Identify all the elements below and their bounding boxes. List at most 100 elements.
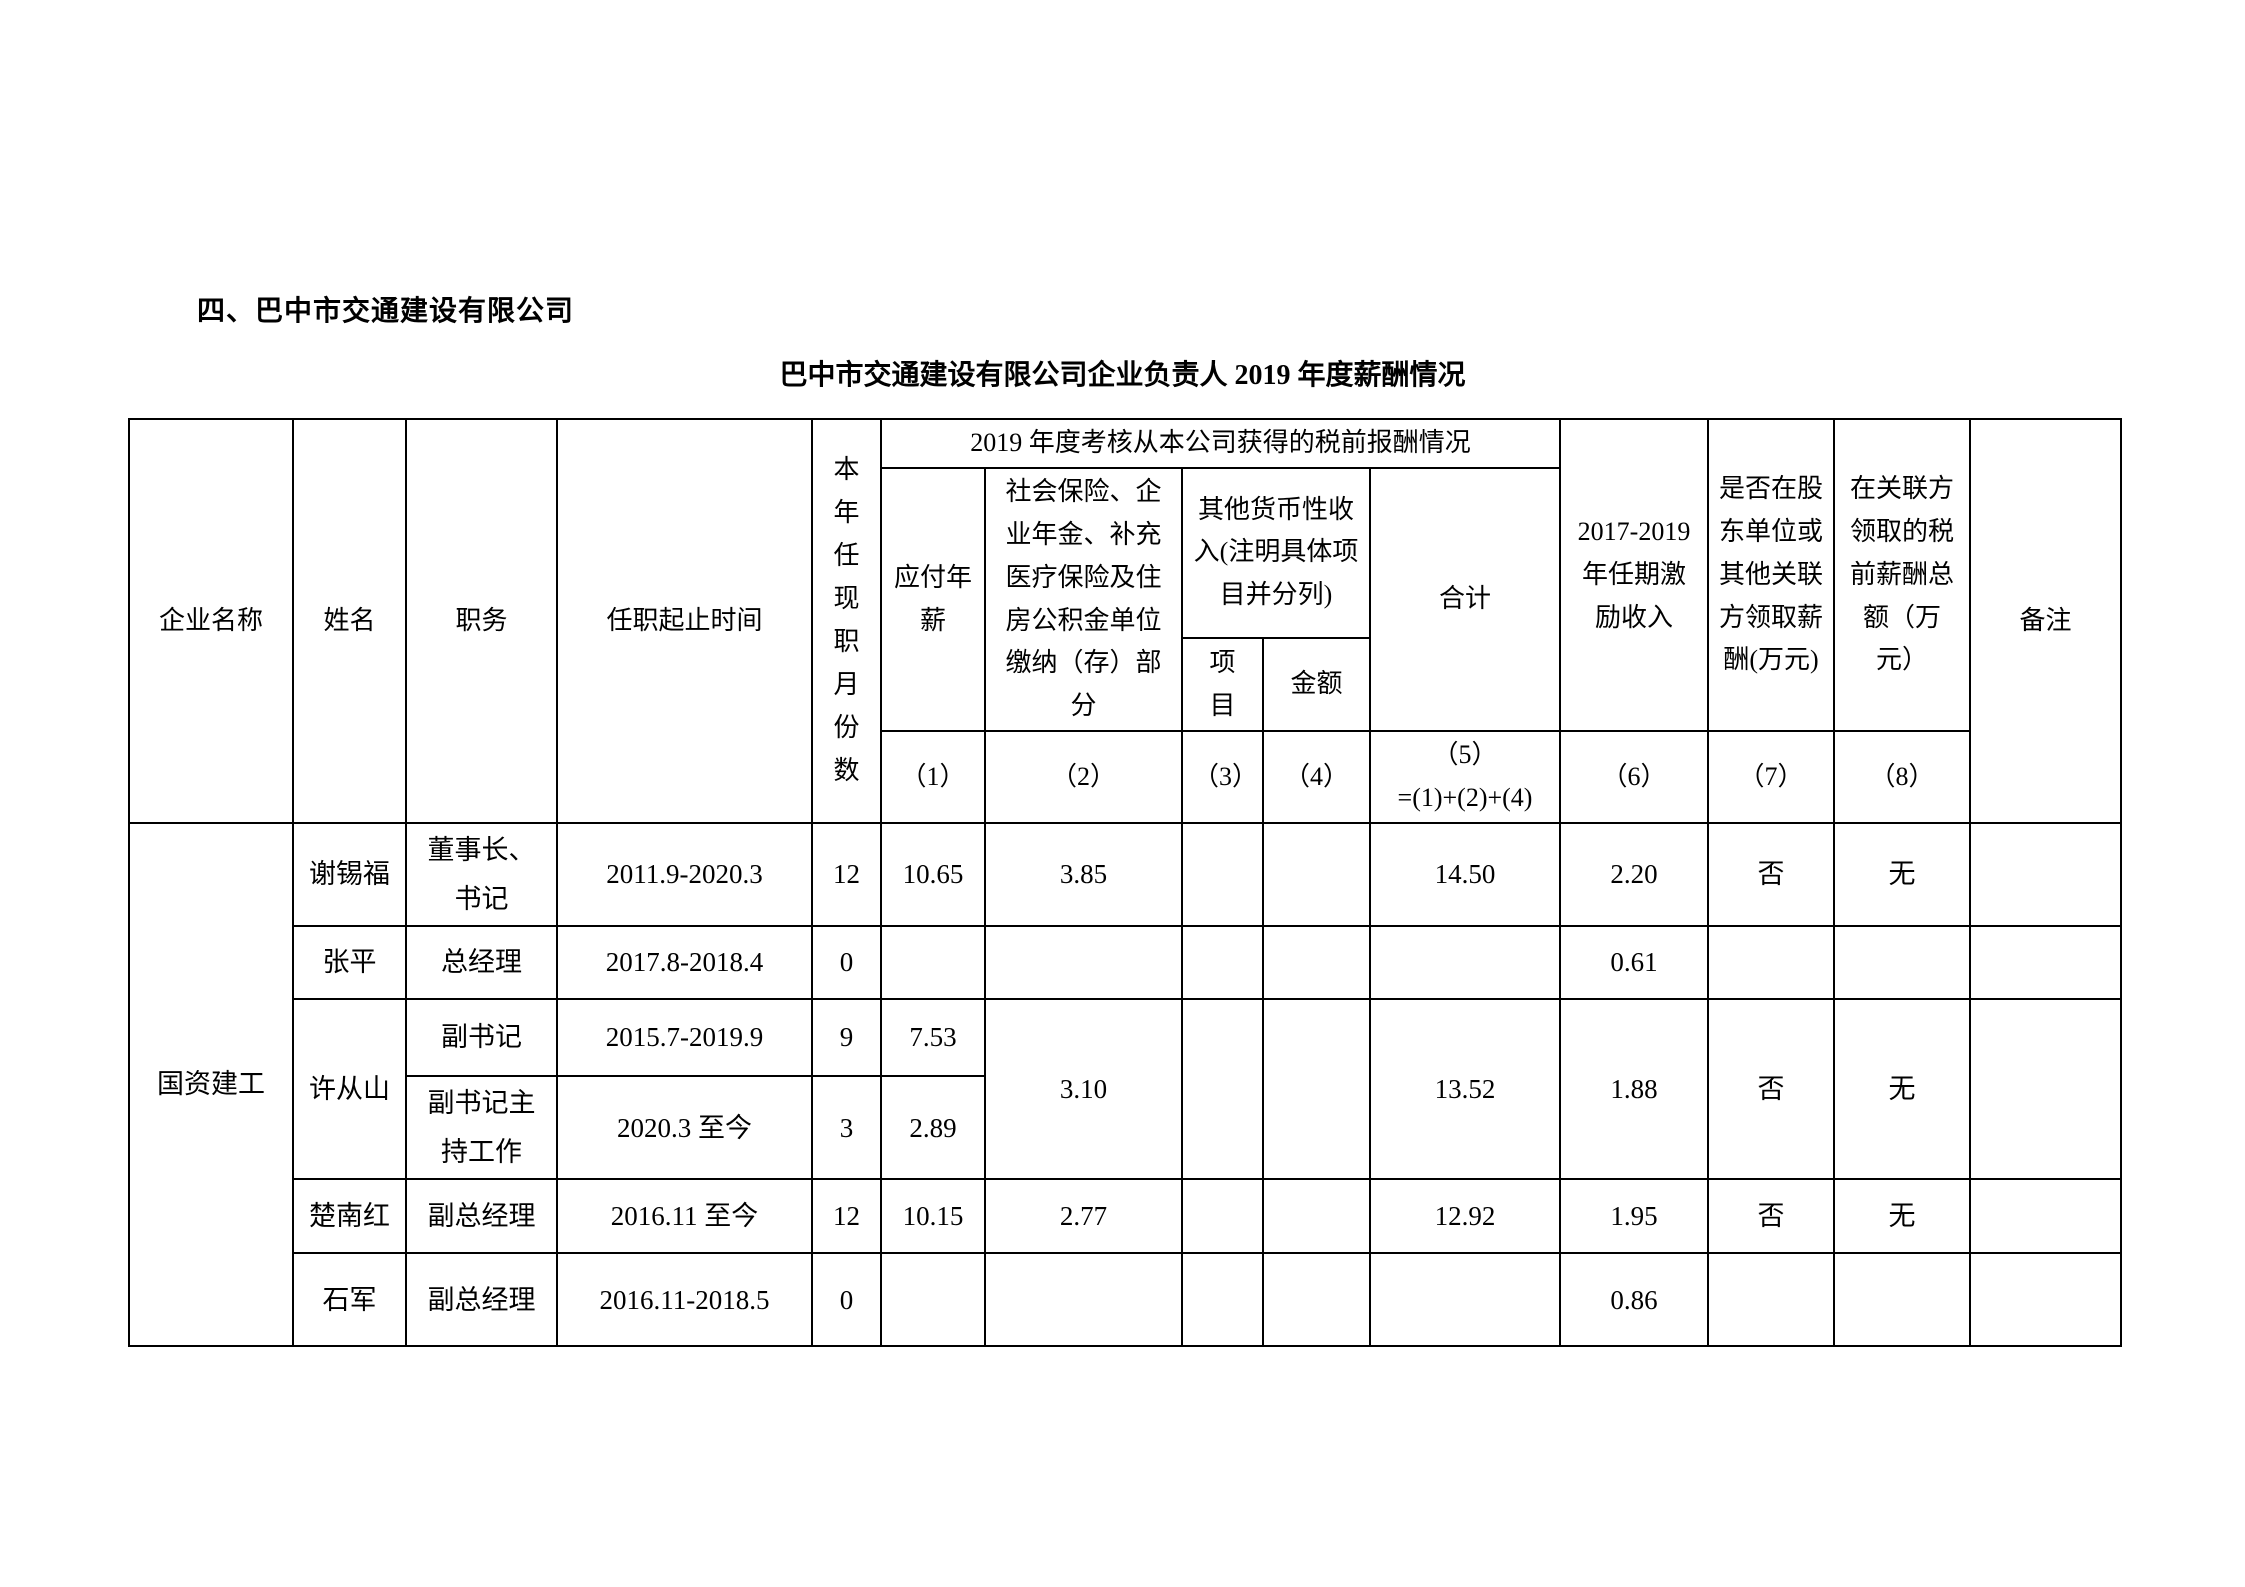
cell-incentive: 0.86 <box>1559 1252 1710 1348</box>
table-row: 张平 总经理 2017.8-2018.4 0 0.61 <box>129 925 2123 1001</box>
header-other-income: 其他货币性收入(注明具体项目并分列) <box>1181 466 1371 639</box>
header-insurance: 社会保险、企业年金、补充医疗保险及住房公积金单位缴纳（存）部分 <box>984 466 1183 733</box>
cell-incentive: 1.95 <box>1559 1178 1710 1255</box>
cell-shareholder <box>1707 925 1836 1001</box>
cell-insurance <box>984 1252 1183 1348</box>
cell-insurance <box>984 925 1183 1001</box>
cell-term: 2017.8-2018.4 <box>556 925 813 1001</box>
cell-salary: 10.15 <box>880 1178 986 1255</box>
header-position: 职务 <box>405 417 558 825</box>
cell-shareholder: 否 <box>1707 998 1836 1181</box>
cell-name: 石军 <box>292 1252 407 1348</box>
cell-position: 副总经理 <box>405 1178 558 1255</box>
cell-shareholder: 否 <box>1707 1178 1836 1255</box>
section-heading: 四、巴中市交通建设有限公司 <box>197 296 575 327</box>
header-company: 企业名称 <box>128 417 294 825</box>
cell-position: 副总经理 <box>405 1252 558 1348</box>
cell-amount <box>1262 998 1371 1181</box>
cell-salary <box>880 925 986 1001</box>
header-related-pay-total: 在关联方领取的税前薪酬总额（万元） <box>1833 417 1972 733</box>
cell-insurance: 3.10 <box>984 998 1183 1181</box>
cell-months: 12 <box>811 822 882 928</box>
cell-company: 国资建工 <box>128 822 294 1348</box>
cell-months: 12 <box>811 1178 882 1255</box>
header-item: 项目 <box>1181 636 1264 733</box>
cell-related: 无 <box>1833 822 1972 928</box>
cell-amount <box>1262 1178 1371 1255</box>
header-row-sub1: 应付年薪 社会保险、企业年金、补充医疗保险及住房公积金单位缴纳（存）部分 其他货… <box>129 466 2121 733</box>
header-num4: （4） <box>1262 730 1371 825</box>
cell-salary: 10.65 <box>880 822 986 928</box>
cell-months: 0 <box>811 925 882 1001</box>
cell-incentive: 1.88 <box>1559 998 1710 1181</box>
cell-remark <box>1969 1252 2123 1348</box>
header-num1: （1） <box>880 730 986 825</box>
cell-months: 0 <box>811 1252 882 1348</box>
header-months: 本年任现职月份数 <box>811 417 882 825</box>
cell-total: 13.52 <box>1368 998 1562 1181</box>
cell-term: 2011.9-2020.3 <box>556 822 813 928</box>
header-shareholder-pay: 是否在股东单位或其他关联方领取薪酬(万元) <box>1707 417 1836 733</box>
cell-position: 董事长、书记 <box>405 822 558 928</box>
cell-shareholder <box>1707 1252 1836 1348</box>
header-num3: （3） <box>1181 730 1264 825</box>
cell-months: 9 <box>811 998 882 1078</box>
header-num2: （2） <box>984 730 1183 825</box>
cell-amount <box>1262 1252 1371 1348</box>
cell-total: 14.50 <box>1368 822 1562 928</box>
header-num5-line1: （5） <box>1432 740 1498 770</box>
cell-total <box>1368 925 1562 1001</box>
header-item-text: 项目 <box>1209 647 1236 720</box>
cell-remark <box>1969 998 2123 1181</box>
cell-item <box>1181 1252 1264 1348</box>
header-incentive: 2017-2019 年任期激励收入 <box>1559 417 1710 733</box>
header-num6: （6） <box>1559 730 1710 825</box>
salary-table: 企业名称 姓名 职务 任职起止时间 本年任现职月份数 2019 年度考核从本公司… <box>128 417 2123 1348</box>
cell-remark <box>1969 822 2123 928</box>
header-num8: （8） <box>1833 730 1972 825</box>
cell-shareholder: 否 <box>1707 822 1836 928</box>
cell-item <box>1181 822 1264 928</box>
header-pretax-group: 2019 年度考核从本公司获得的税前报酬情况 <box>879 418 1562 469</box>
table-row: 副书记主持工作 2020.3 至今 3 2.89 <box>129 1075 2121 1181</box>
cell-item <box>1181 998 1264 1181</box>
cell-incentive: 0.61 <box>1559 925 1710 1001</box>
header-num5: （5） =(1)+(2)+(4) <box>1368 730 1562 825</box>
cell-insurance: 3.85 <box>984 822 1183 928</box>
table-row: 许从山 副书记 2015.7-2019.9 9 7.53 3.10 13.52 … <box>129 998 2123 1181</box>
cell-term: 2020.3 至今 <box>556 1075 813 1181</box>
header-salary: 应付年薪 <box>880 466 986 733</box>
cell-remark <box>1969 1178 2123 1255</box>
header-total: 合计 <box>1368 466 1562 733</box>
header-row-numbers: （1） （2） （3） （4） （5） =(1)+(2)+(4) （6） （7）… <box>129 730 2121 825</box>
cell-term: 2015.7-2019.9 <box>556 998 813 1078</box>
cell-salary <box>880 1252 986 1348</box>
table-row: 国资建工 谢锡福 董事长、书记 2011.9-2020.3 12 10.65 3… <box>128 822 2123 1348</box>
header-num7: （7） <box>1707 730 1836 825</box>
cell-position: 副书记主持工作 <box>405 1075 558 1181</box>
cell-incentive: 2.20 <box>1559 822 1710 928</box>
table-title: 巴中市交通建设有限公司企业负责人 2019 年度薪酬情况 <box>779 360 1466 391</box>
cell-related: 无 <box>1833 1178 1972 1255</box>
header-row-sub2: 项目 金额 <box>129 636 2121 733</box>
cell-position: 副书记 <box>405 998 558 1078</box>
cell-remark <box>1969 925 2123 1001</box>
header-months-text: 本年任现职月份数 <box>833 455 860 785</box>
cell-amount <box>1262 822 1371 928</box>
header-name: 姓名 <box>292 417 407 825</box>
table-row: 石军 副总经理 2016.11-2018.5 0 0.86 <box>129 1252 2123 1348</box>
cell-name: 楚南红 <box>292 1178 407 1255</box>
cell-related: 无 <box>1833 998 1972 1181</box>
cell-item <box>1181 1178 1264 1255</box>
cell-insurance: 2.77 <box>984 1178 1183 1255</box>
cell-total: 12.92 <box>1368 1178 1562 1255</box>
cell-total <box>1368 1252 1562 1348</box>
cell-position: 总经理 <box>405 925 558 1001</box>
cell-term: 2016.11-2018.5 <box>556 1252 813 1348</box>
cell-salary: 7.53 <box>880 998 986 1078</box>
header-num5-line2: =(1)+(2)+(4) <box>1397 783 1533 813</box>
cell-related <box>1833 925 1972 1001</box>
cell-amount <box>1262 925 1371 1001</box>
table-row: 楚南红 副总经理 2016.11 至今 12 10.15 2.77 12.92 … <box>129 1178 2123 1255</box>
